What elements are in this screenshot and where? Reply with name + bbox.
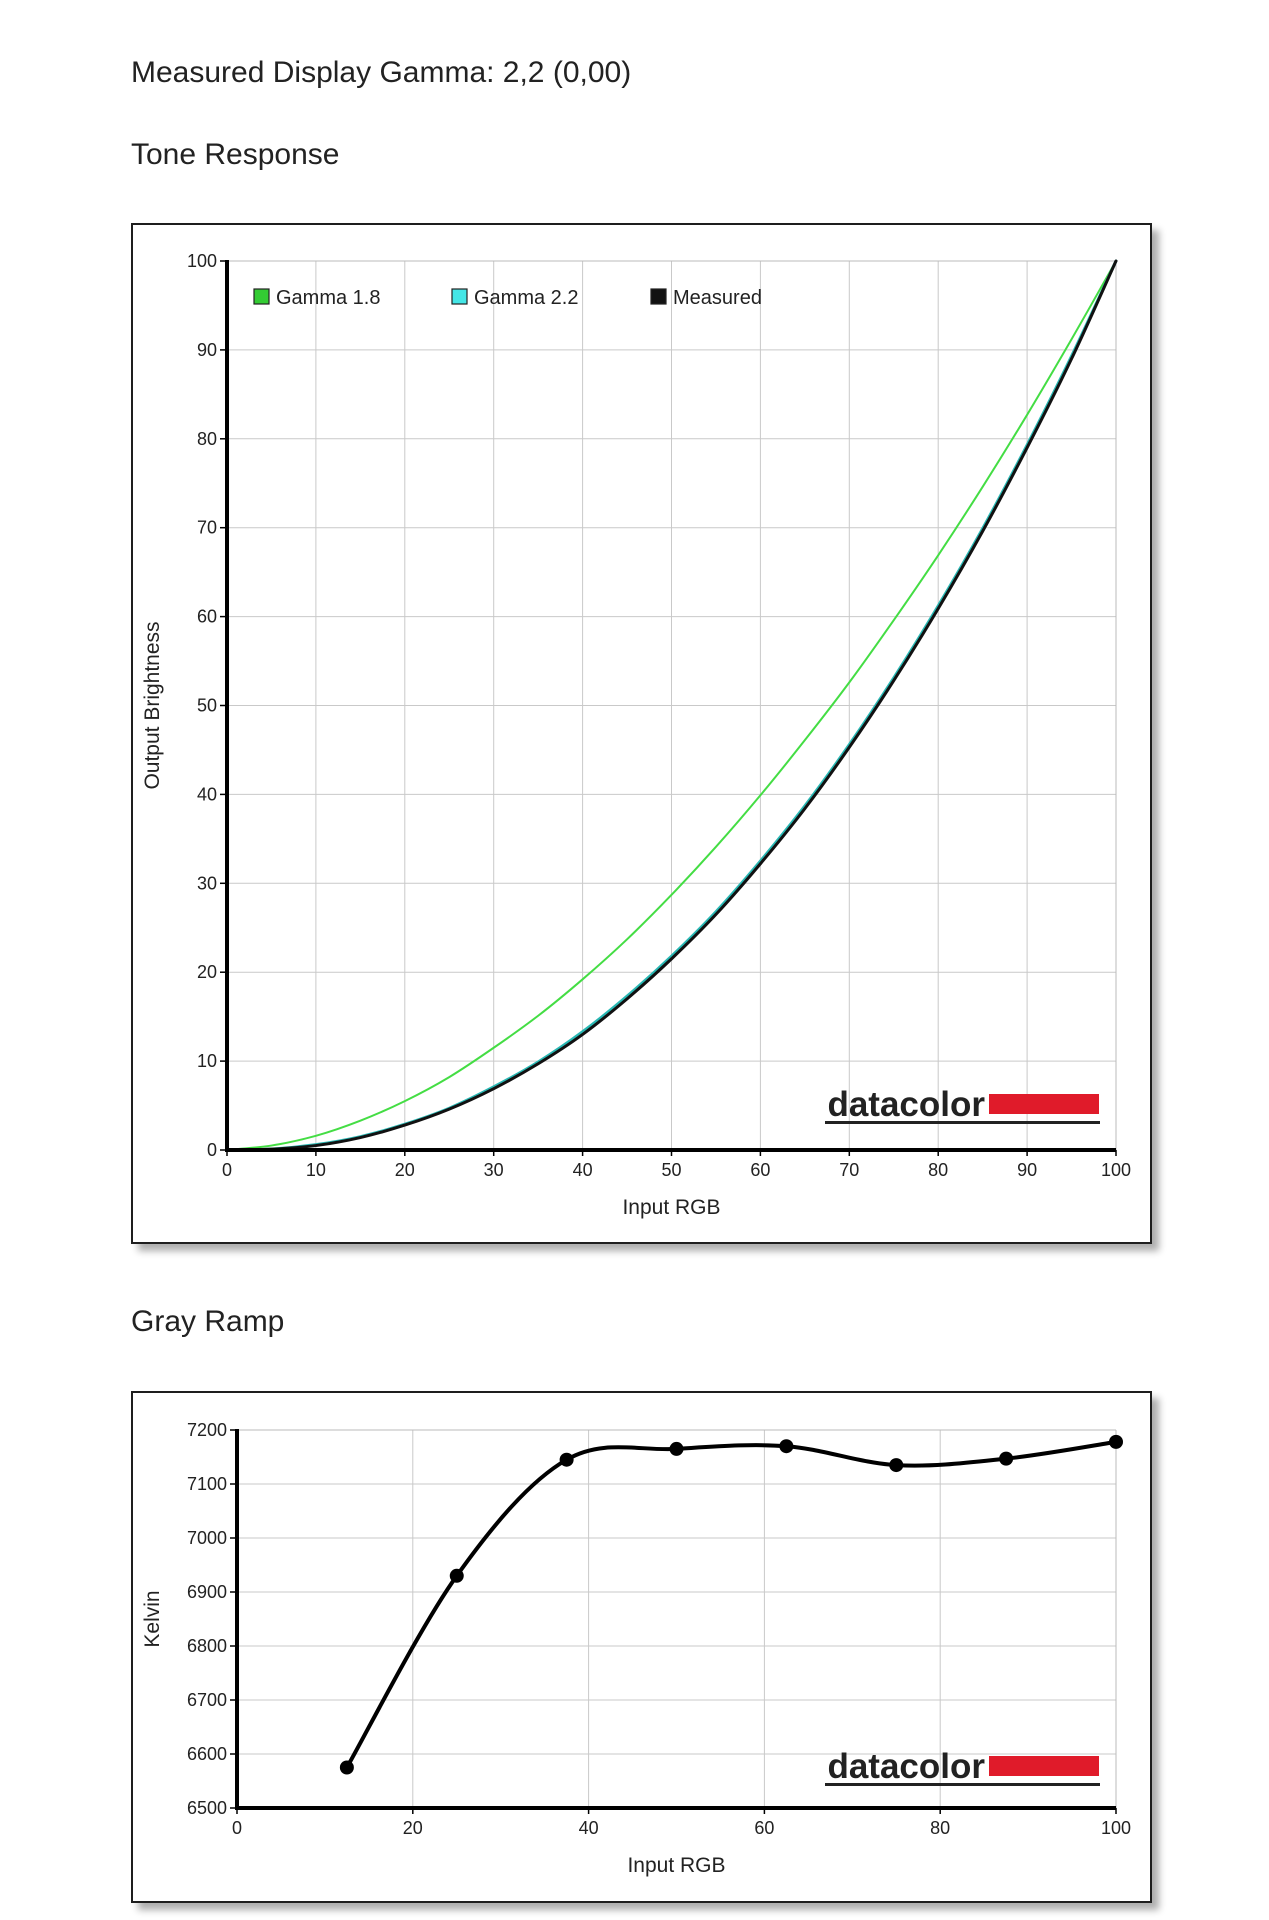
- y-tick-label: 7200: [187, 1420, 227, 1440]
- tone-response-chart: 0 10 20 30 40 50 60 70 80 90 100 0 10 20 30 40 50 60 70 80 9…: [141, 251, 1131, 1219]
- datacolor-underline: [825, 1121, 1100, 1124]
- x-tick-label: 10: [306, 1160, 326, 1180]
- data-point: [1109, 1434, 1123, 1449]
- data-point: [559, 1452, 574, 1467]
- legend-item: Gamma 2.2: [451, 287, 578, 309]
- y-tick-label: 30: [197, 873, 217, 893]
- x-axis-label: Input RGB: [622, 1196, 720, 1219]
- x-tick-label: 60: [754, 1818, 774, 1838]
- series-line-gamma-1-8: [226, 260, 1117, 1151]
- x-axis-label: Input RGB: [627, 1854, 725, 1877]
- gray-ramp-heading: Gray Ramp: [131, 1305, 285, 1338]
- series-line-gray-ramp: [344, 1439, 1118, 1770]
- y-tick-label: 6500: [187, 1798, 227, 1818]
- legend-label: Gamma 1.8: [276, 287, 380, 309]
- y-tick-label: 90: [197, 340, 217, 360]
- datacolor-red-bar: [989, 1756, 1099, 1776]
- x-tick-label: 0: [222, 1160, 232, 1180]
- y-tick-label: 20: [197, 962, 217, 982]
- data-point: [449, 1568, 464, 1583]
- measured-gamma-heading: Measured Display Gamma: 2,2 (0,00): [131, 56, 632, 89]
- legend-item: Measured: [650, 287, 762, 309]
- chart-legend: Gamma 1.8 Gamma 2.2 Measured: [253, 287, 762, 309]
- legend-item: Gamma 1.8: [253, 287, 380, 309]
- y-tick-label: 7100: [187, 1474, 227, 1494]
- y-tick-label: 50: [197, 696, 217, 716]
- series-line-measured: [225, 259, 1118, 1152]
- y-axis-label: Kelvin: [141, 1590, 164, 1647]
- data-point: [779, 1439, 794, 1454]
- legend-swatch: [650, 288, 667, 305]
- datacolor-wordmark: datacolor: [827, 1085, 985, 1124]
- datacolor-logo: datacolor: [825, 1085, 1100, 1124]
- legend-swatch: [451, 288, 468, 305]
- gray-ramp-chart-panel: 0 20 40 60 80 100 6500 6600 6700 6800 6900 7000 7100…: [131, 1391, 1152, 1903]
- x-tick-label: 40: [573, 1160, 593, 1180]
- y-tick-label: 7000: [187, 1528, 227, 1548]
- y-tick-label: 60: [197, 607, 217, 627]
- tone-response-heading: Tone Response: [131, 138, 340, 171]
- datacolor-wordmark: datacolor: [827, 1747, 985, 1786]
- tone-response-chart-panel: 0 10 20 30 40 50 60 70 80 90 100 0 10 20 30 40 50 60 70 80 9…: [131, 223, 1152, 1244]
- data-point: [889, 1458, 904, 1473]
- y-tick-label: 80: [197, 429, 217, 449]
- x-tick-label: 30: [484, 1160, 504, 1180]
- y-tick-label: 70: [197, 518, 217, 538]
- x-tick-label: 70: [839, 1160, 859, 1180]
- datacolor-underline: [825, 1783, 1100, 1786]
- y-tick-label: 6800: [187, 1636, 227, 1656]
- x-tick-label: 90: [1017, 1160, 1037, 1180]
- y-tick-label: 6700: [187, 1690, 227, 1710]
- x-tick-label: 100: [1101, 1160, 1131, 1180]
- y-tick-label: 6900: [187, 1582, 227, 1602]
- x-tick-label: 100: [1101, 1818, 1131, 1838]
- x-tick-label: 20: [403, 1818, 423, 1838]
- legend-label: Measured: [673, 287, 762, 309]
- datacolor-logo: datacolor: [825, 1747, 1100, 1786]
- y-tick-label: 10: [197, 1051, 217, 1071]
- x-tick-label: 40: [579, 1818, 599, 1838]
- legend-swatch: [253, 288, 270, 305]
- x-tick-label: 80: [930, 1818, 950, 1838]
- data-point: [339, 1760, 354, 1775]
- x-tick-label: 0: [232, 1818, 242, 1838]
- x-tick-label: 20: [395, 1160, 415, 1180]
- x-tick-label: 80: [928, 1160, 948, 1180]
- x-tick-label: 50: [661, 1160, 681, 1180]
- y-tick-label: 40: [197, 784, 217, 804]
- x-tick-label: 60: [750, 1160, 770, 1180]
- y-axis-label: Output Brightness: [141, 621, 164, 789]
- datacolor-red-bar: [989, 1094, 1099, 1114]
- y-tick-label: 0: [207, 1140, 217, 1160]
- data-point: [669, 1441, 684, 1456]
- y-tick-label: 100: [187, 251, 217, 271]
- y-tick-label: 6600: [187, 1744, 227, 1764]
- gray-ramp-chart: 0 20 40 60 80 100 6500 6600 6700 6800 6900 7000 7100…: [141, 1420, 1131, 1877]
- legend-label: Gamma 2.2: [474, 287, 578, 309]
- data-point: [999, 1451, 1014, 1466]
